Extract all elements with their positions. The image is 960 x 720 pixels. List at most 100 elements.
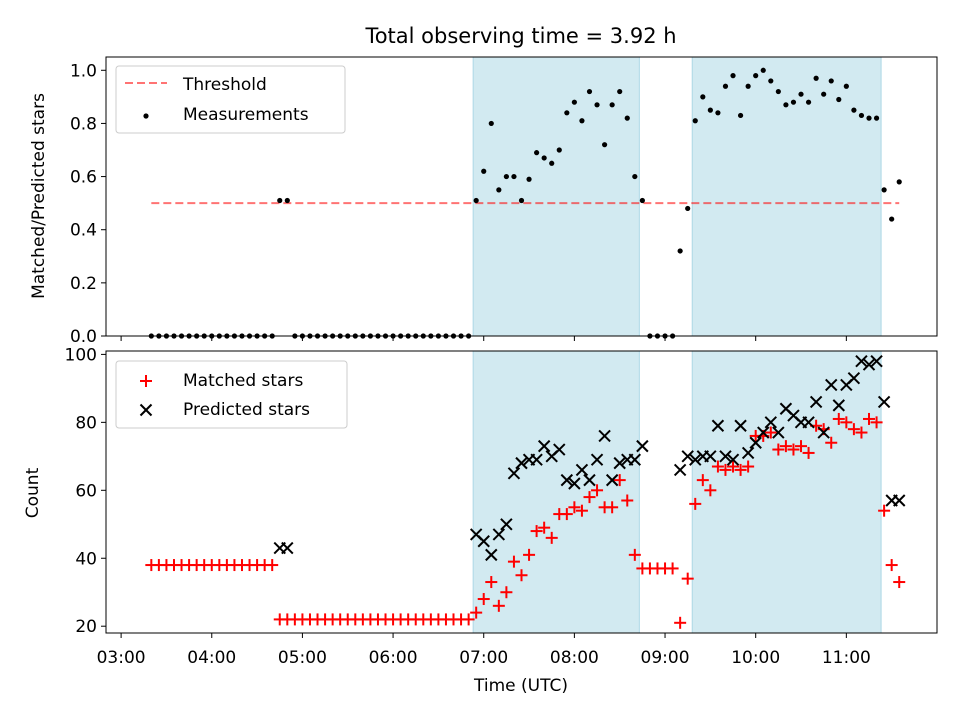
predicted-star-point [862, 358, 876, 371]
predicted-star-point [590, 453, 604, 466]
measurement-point [783, 102, 789, 108]
measurement-point [858, 112, 865, 119]
top-legend-box [115, 65, 346, 134]
matched-star-point [795, 440, 808, 453]
matched-star-point [470, 606, 483, 619]
x-tick-label: 10:00 [731, 648, 780, 668]
matched-star-point [538, 521, 551, 534]
y-tick-label: 40 [75, 549, 97, 569]
bottom-shaded-intervals [472, 350, 882, 634]
measurement-point [549, 160, 555, 166]
measurement-point [526, 176, 532, 182]
measurement-point [851, 107, 857, 113]
matched-stars-legend-marker [140, 375, 152, 387]
x-tick-label: 07:00 [459, 648, 508, 668]
predicted-star-point [681, 450, 694, 463]
predicted-star-point [281, 541, 294, 555]
measurement-point [722, 83, 729, 89]
matched-star-point [696, 474, 709, 487]
predicted-star-point [809, 395, 823, 409]
predicted-stars-points [273, 354, 906, 562]
matched-star-point [832, 412, 845, 425]
predicted-star-point [628, 453, 642, 466]
measurement-point [586, 88, 593, 95]
measurement-point [775, 88, 781, 95]
measurement-point [602, 142, 608, 148]
measurement-point [896, 179, 902, 185]
measurement-point [866, 115, 872, 121]
predicted-star-point [734, 419, 747, 432]
measurement-point [639, 197, 645, 204]
measurement-point [556, 147, 562, 153]
measurement-point [511, 173, 517, 180]
y-tick-label: 80 [75, 413, 97, 433]
y-tick-label: 1.0 [70, 61, 97, 81]
matched-star-point [802, 446, 815, 459]
measurement-point [753, 73, 759, 79]
matched-star-point [530, 525, 543, 538]
x-tick-label: 08:00 [550, 648, 599, 668]
top-y-ticks: 0.0 0.2 0.4 0.6 0.8 1.0 [70, 61, 106, 347]
matched-star-point [734, 463, 747, 476]
predicted-star-point [515, 456, 528, 470]
x-tick-label: 03:00 [97, 648, 146, 668]
y-tick-label: 20 [75, 617, 97, 637]
matched-star-point [462, 613, 475, 626]
measurement-point [624, 115, 630, 121]
predicted-star-point [764, 416, 778, 429]
matched-star-point [628, 548, 641, 561]
measurement-point [821, 91, 827, 97]
shaded-interval-1 [472, 350, 640, 634]
measurement-point [564, 110, 570, 116]
matched-star-point [855, 426, 868, 439]
matched-star-point [606, 501, 619, 514]
shaded-interval-2 [691, 56, 882, 337]
top-panel: 0.0 0.2 0.4 0.6 0.8 1.0 Matched/Predicted sta… [29, 56, 938, 347]
matched-stars-legend-swatch [140, 375, 152, 387]
predicted-star-point [553, 443, 566, 456]
matched-star-point [787, 443, 800, 456]
matched-star-point [847, 423, 860, 436]
matched-star-point [515, 569, 528, 582]
predicted-star-point [832, 399, 845, 412]
predicted-star-point [719, 450, 732, 463]
matched-star-point [878, 504, 891, 517]
predicted-star-point [636, 439, 649, 453]
matched-star-point [523, 548, 536, 561]
measurement-point [473, 197, 479, 204]
matched-star-point [492, 599, 505, 612]
measurement-point [790, 99, 797, 105]
predicted-star-point [530, 453, 543, 466]
predicted-star-point [704, 450, 717, 463]
shaded-interval-2 [691, 350, 882, 634]
top-shaded-intervals [472, 56, 882, 337]
matched-stars-legend-label: Matched stars [183, 371, 303, 391]
matched-star-point [825, 436, 838, 449]
measurement-point [760, 67, 766, 73]
matched-star-point [591, 484, 604, 497]
matched-star-point [575, 504, 588, 517]
matched-star-point [719, 463, 732, 476]
predicted-star-point [847, 371, 861, 385]
measurement-point [745, 83, 751, 89]
bottom-axes-frame [105, 350, 938, 634]
predicted-stars-legend-swatch [139, 403, 153, 417]
bottom-legend: Matched stars Predicted stars [115, 360, 348, 429]
threshold-legend-label: Threshold [182, 75, 267, 95]
measurement-point [481, 168, 487, 174]
measurement-point [571, 99, 577, 105]
matched-star-point [545, 531, 558, 544]
predicted-stars-legend-label: Predicted stars [183, 400, 310, 420]
measurement-point [541, 155, 547, 161]
predicted-star-point [492, 528, 506, 541]
measurement-point [579, 118, 585, 124]
measurement-point [700, 94, 706, 100]
top-axes-frame [105, 56, 938, 337]
predicted-star-point [741, 446, 755, 460]
predicted-star-point [500, 518, 513, 531]
predicted-star-point [893, 494, 906, 507]
matched-star-point [666, 562, 679, 575]
y-tick-label: 0.2 [70, 274, 97, 294]
matched-star-point [840, 416, 853, 429]
matched-star-point [704, 484, 717, 497]
